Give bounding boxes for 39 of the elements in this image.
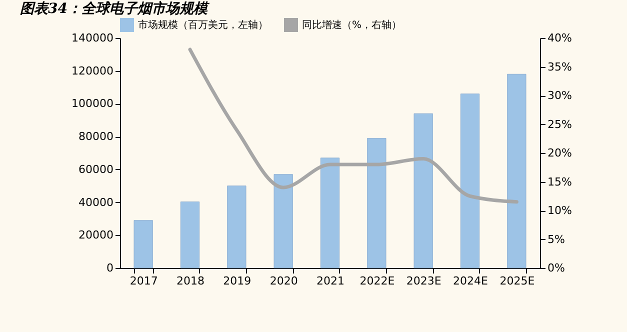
y-tick-label: 60000 (78, 162, 114, 176)
y2-tick-label: 15% (548, 175, 572, 188)
y2-tick-label: 30% (548, 89, 572, 102)
y-tick-label: 120000 (72, 64, 114, 78)
chart-title: 图表34：全球电子烟市场规模 (20, 0, 210, 17)
legend-label: 市场规模（百万美元，左轴） (138, 19, 268, 31)
bar (227, 186, 246, 268)
y2-tick-label: 5% (548, 232, 565, 246)
y-tick-label: 40000 (78, 196, 114, 209)
x-tick-label: 2025E (500, 274, 535, 288)
x-tick-label: 2020 (270, 274, 298, 288)
y-tick-label: 140000 (72, 32, 114, 44)
y2-tick-label: 25% (548, 118, 572, 131)
y2-tick-label: 0% (548, 262, 565, 274)
legend-label: 同比增速（%，右轴） (302, 19, 402, 31)
y-tick-label: 80000 (78, 130, 114, 144)
x-tick-label: 2019 (223, 274, 252, 288)
bar (320, 158, 340, 268)
x-tick-label: 2018 (176, 274, 204, 288)
x-tick-label: 2024E (453, 274, 488, 288)
y-tick-label: 0 (106, 262, 114, 274)
y2-tick-label: 10% (548, 204, 572, 217)
x-tick-label: 2023E (406, 274, 442, 288)
x-tick-label: 2017 (130, 274, 158, 288)
bar (507, 74, 526, 268)
x-tick-label: 2022E (360, 274, 395, 288)
bar (134, 220, 153, 268)
y2-tick-label: 40% (548, 32, 572, 44)
bar (180, 202, 200, 268)
y2-tick-label: 35% (548, 60, 572, 74)
bar (367, 138, 386, 268)
line-series (188, 48, 518, 204)
bar (414, 113, 433, 268)
x-tick-label: 2021 (316, 274, 344, 288)
bar (274, 174, 293, 268)
bar (460, 94, 480, 268)
y-tick-label: 20000 (78, 228, 114, 242)
y-tick-label: 100000 (72, 97, 114, 110)
y2-tick-label: 20% (548, 146, 572, 160)
